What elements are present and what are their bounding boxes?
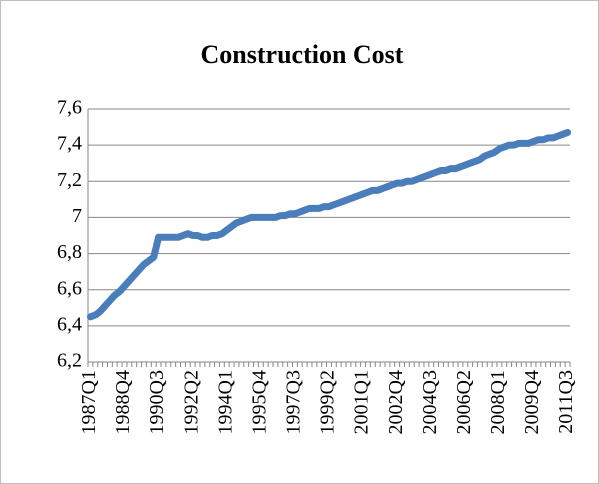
x-tick-label: 2001Q1 — [351, 370, 373, 434]
x-tick-label: 1995Q4 — [248, 370, 270, 434]
x-tick-label: 2006Q2 — [453, 370, 475, 434]
x-tick-label: 1988Q4 — [112, 370, 134, 434]
y-tick-label: 6,2 — [57, 350, 82, 372]
y-tick-label: 6,8 — [57, 241, 82, 263]
x-tick-label: 2004Q3 — [419, 370, 441, 434]
y-tick-label: 7 — [72, 205, 82, 227]
y-tick-label: 7,6 — [57, 97, 82, 119]
data-line — [86, 128, 572, 321]
x-tick-label: 1999Q2 — [317, 370, 339, 434]
x-tick-label: 2009Q4 — [521, 370, 543, 434]
x-tick-label: 1997Q3 — [283, 370, 305, 434]
y-tick-label: 7,4 — [57, 133, 82, 155]
x-tick-label: 1987Q1 — [78, 370, 100, 434]
x-tick-label: 2002Q4 — [385, 370, 407, 434]
x-tick-label: 1994Q1 — [214, 370, 236, 434]
x-tick-label: 1990Q3 — [146, 370, 168, 434]
y-tick-label: 7,2 — [57, 169, 82, 191]
y-tick-label: 6,6 — [57, 277, 82, 299]
x-tick-label: 2008Q1 — [487, 370, 509, 434]
y-tick-label: 6,4 — [57, 313, 82, 335]
x-tick-label: 2011Q3 — [555, 370, 577, 434]
chart-title: Construction Cost — [201, 40, 404, 69]
x-tick-label: 1992Q2 — [180, 370, 202, 434]
